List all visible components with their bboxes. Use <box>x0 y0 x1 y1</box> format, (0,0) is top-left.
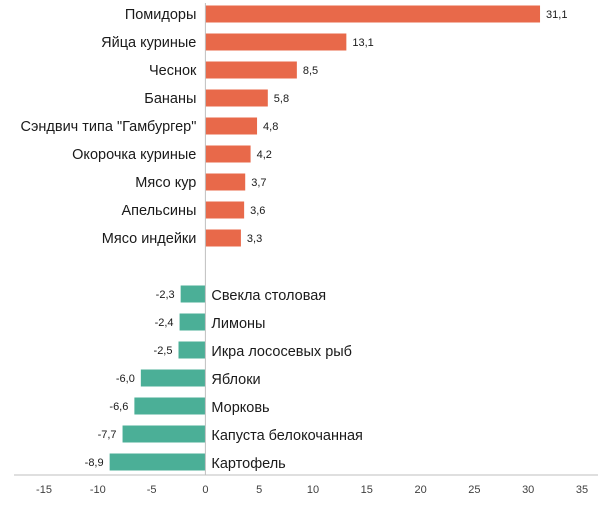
value-label-negative-2: -2,5 <box>154 345 173 357</box>
x-tick-label-6: 15 <box>361 484 373 496</box>
bar-negative-0 <box>180 285 206 303</box>
bar-negative-3 <box>140 369 206 387</box>
value-label-negative-1: -2,4 <box>155 317 174 329</box>
category-label-negative-0: Свекла столовая <box>211 288 326 304</box>
category-label-negative-2: Икра лососевых рыб <box>211 344 352 360</box>
category-label-positive-8: Мясо индейки <box>102 231 197 247</box>
x-tick-label-8: 25 <box>468 484 480 496</box>
value-labels: 31,1 13,1 8,5 5,8 4,8 4,2 3,7 3,6 3,3 -2,3 -2,4 -2,… <box>85 9 568 469</box>
value-label-positive-1: 13,1 <box>352 37 373 49</box>
value-label-positive-0: 31,1 <box>546 9 567 21</box>
x-tick-label-2: -5 <box>147 484 157 496</box>
x-tick-labels: -15 -10 -5 0 5 10 15 20 25 30 35 <box>36 484 588 496</box>
x-tick-label-3: 0 <box>202 484 208 496</box>
category-label-positive-2: Чеснок <box>149 63 197 79</box>
axes-group <box>14 3 598 476</box>
value-label-positive-6: 3,7 <box>251 177 266 189</box>
category-label-positive-1: Яйца куриные <box>101 35 196 51</box>
value-label-positive-4: 4,8 <box>263 121 278 133</box>
category-label-positive-4: Сэндвич типа "Гамбургер" <box>21 119 197 135</box>
bar-negative-6 <box>109 453 206 471</box>
value-label-positive-7: 3,6 <box>250 205 265 217</box>
x-tick-label-7: 20 <box>414 484 426 496</box>
category-label-positive-7: Апельсины <box>121 203 196 219</box>
bar-positive-6 <box>205 173 246 191</box>
category-label-negative-4: Морковь <box>211 400 269 416</box>
value-label-positive-8: 3,3 <box>247 233 262 245</box>
bar-positive-4 <box>205 117 258 135</box>
bar-positive-8 <box>205 229 241 247</box>
bar-positive-0 <box>205 5 541 23</box>
value-label-negative-0: -2,3 <box>156 289 175 301</box>
value-label-positive-5: 4,2 <box>257 149 272 161</box>
category-label-negative-3: Яблоки <box>211 372 260 388</box>
category-label-positive-0: Помидоры <box>125 7 197 23</box>
category-label-positive-6: Мясо кур <box>135 175 196 191</box>
category-label-positive-5: Окорочка куриные <box>72 147 196 163</box>
bar-negative-1 <box>179 313 206 331</box>
category-labels: Помидоры Яйца куриные Чеснок Бананы Сэндвич … <box>21 7 363 472</box>
value-label-negative-5: -7,7 <box>98 429 117 441</box>
x-tick-label-4: 5 <box>256 484 262 496</box>
category-label-negative-5: Капуста белокочанная <box>211 428 363 444</box>
bar-positive-5 <box>205 145 251 163</box>
bar-negative-5 <box>122 425 206 443</box>
x-tick-label-10: 35 <box>576 484 588 496</box>
x-tick-label-5: 10 <box>307 484 319 496</box>
x-tick-label-0: -15 <box>36 484 52 496</box>
value-label-positive-2: 8,5 <box>303 65 318 77</box>
value-label-positive-3: 5,8 <box>274 93 289 105</box>
bar-positive-7 <box>205 201 245 219</box>
x-tick-label-9: 30 <box>522 484 534 496</box>
category-label-positive-3: Бананы <box>144 91 196 107</box>
category-label-negative-6: Картофель <box>211 456 285 472</box>
x-tick-label-1: -10 <box>90 484 106 496</box>
category-label-negative-1: Лимоны <box>211 316 265 332</box>
bar-positive-1 <box>205 33 347 51</box>
bars-group <box>109 5 541 471</box>
bar-negative-2 <box>178 341 206 359</box>
value-label-negative-3: -6,0 <box>116 373 135 385</box>
value-label-negative-4: -6,6 <box>109 401 128 413</box>
bar-negative-4 <box>134 397 206 415</box>
bar-positive-2 <box>205 61 297 79</box>
bar-positive-3 <box>205 89 268 107</box>
value-label-negative-6: -8,9 <box>85 457 104 469</box>
